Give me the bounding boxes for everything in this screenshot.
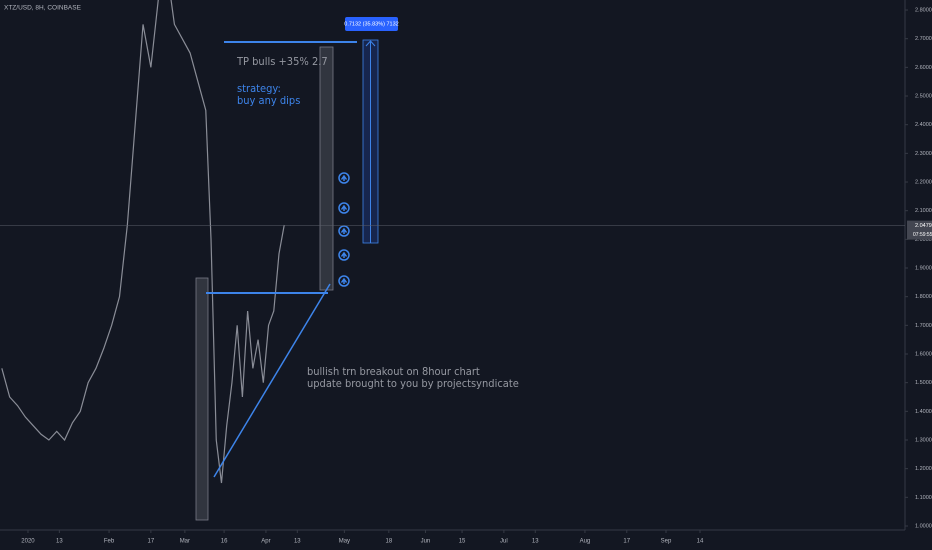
y-tick-label: 1.8000 xyxy=(915,294,932,300)
x-tick-label: Jun xyxy=(421,539,431,545)
chart-title: XTZ/USD, 8H, COINBASE xyxy=(4,5,82,12)
range-box xyxy=(195,277,209,521)
x-tick-label: 18 xyxy=(385,539,392,545)
y-tick-label: 1.4000 xyxy=(915,409,932,415)
x-tick-label: Mar xyxy=(180,539,190,545)
y-tick-label: 1.5000 xyxy=(915,380,932,386)
measure-arrowhead xyxy=(365,40,376,47)
breakout-note: bullish trn breakout on 8hour chart xyxy=(307,365,480,378)
countdown-label: 07:59:55 xyxy=(913,232,932,238)
x-tick-label: Sep xyxy=(661,539,672,545)
x-tick-label: 13 xyxy=(294,539,301,545)
y-tick-label: 2.0000 xyxy=(915,237,932,243)
y-tick-label: 1.3000 xyxy=(915,437,932,443)
y-tick-label: 2.7000 xyxy=(915,36,932,42)
last-price-label: 2.0479 xyxy=(915,223,932,229)
y-tick-label: 2.2000 xyxy=(915,179,932,185)
price-line xyxy=(1,0,285,484)
x-tick-label: Jul xyxy=(500,539,508,545)
measure-label-box xyxy=(345,17,398,31)
x-tick-label: Feb xyxy=(104,539,115,545)
strategy-detail: buy any dips xyxy=(237,94,300,107)
y-tick-label: 1.6000 xyxy=(915,351,932,357)
y-tick-label: 1.9000 xyxy=(915,265,932,271)
y-tick-label: 2.3000 xyxy=(915,151,932,157)
y-tick-label: 1.7000 xyxy=(915,323,932,329)
y-tick-label: 2.4000 xyxy=(915,122,932,128)
y-tick-label: 1.0000 xyxy=(915,523,932,529)
x-tick-label: 16 xyxy=(221,539,228,545)
x-tick-label: May xyxy=(339,539,350,545)
trend-line xyxy=(213,283,331,478)
y-tick-label: 2.8000 xyxy=(915,7,932,13)
x-tick-label: Aug xyxy=(580,539,591,545)
x-tick-label: 15 xyxy=(459,539,466,545)
y-tick-label: 1.2000 xyxy=(915,466,932,472)
y-tick-label: 2.5000 xyxy=(915,93,932,99)
strategy-note: strategy: xyxy=(237,82,281,95)
x-tick-label: Apr xyxy=(261,539,270,545)
arrow-icons xyxy=(338,172,350,287)
x-tick-label: 17 xyxy=(148,539,155,545)
y-tick-label: 2.1000 xyxy=(915,208,932,214)
measure-label: 0.7132 (35.83%) 7132 xyxy=(344,21,398,27)
x-tick-label: 14 xyxy=(697,539,704,545)
y-tick-label: 1.1000 xyxy=(915,495,932,501)
x-tick-label: 13 xyxy=(56,539,63,545)
x-tick-label: 17 xyxy=(623,539,630,545)
range-box xyxy=(319,46,334,291)
x-tick-label: 13 xyxy=(532,539,539,545)
target-note: TP bulls +35% 2.7 xyxy=(236,55,328,68)
series-layer xyxy=(1,0,285,484)
x-tick-label: 2020 xyxy=(21,539,35,545)
last-price-box xyxy=(907,220,932,240)
y-tick-label: 2.6000 xyxy=(915,65,932,71)
credit-note: update brought to you by projectsyndicat… xyxy=(307,377,519,390)
